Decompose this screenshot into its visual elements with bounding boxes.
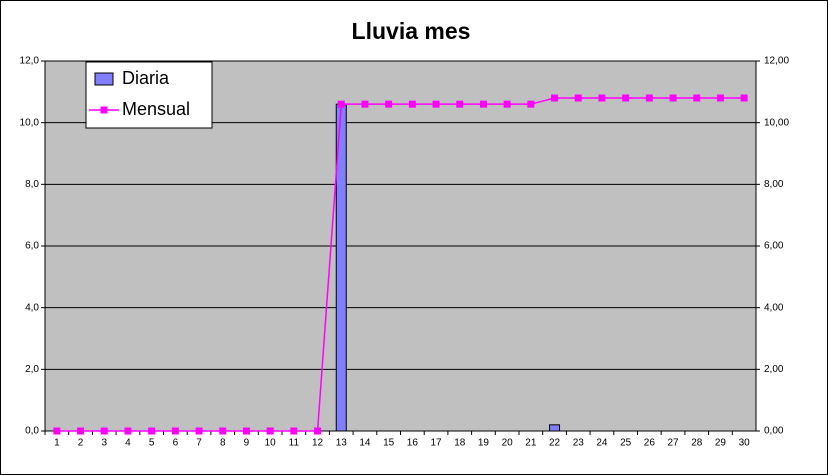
x-tick-label: 24 xyxy=(596,438,608,449)
y2-tick-label: 10,00 xyxy=(764,117,789,128)
x-tick-label: 21 xyxy=(525,438,537,449)
line-marker xyxy=(337,100,345,108)
y2-tick-label: 2,00 xyxy=(764,364,784,375)
x-tick-label: 7 xyxy=(196,438,202,449)
x-tick-label: 10 xyxy=(265,438,277,449)
x-tick-label: 6 xyxy=(173,438,179,449)
chart-title: Lluvia mes xyxy=(352,18,471,44)
x-tick-label: 3 xyxy=(101,438,107,449)
y-tick-label: 10,0 xyxy=(20,117,40,128)
y-tick-label: 8,0 xyxy=(25,179,39,190)
line-marker xyxy=(361,100,369,108)
x-tick-label: 17 xyxy=(430,438,442,449)
line-marker xyxy=(645,94,653,102)
line-marker xyxy=(669,94,677,102)
x-tick-label: 4 xyxy=(125,438,131,449)
y-tick-label: 4,0 xyxy=(25,302,39,313)
y2-tick-label: 12,00 xyxy=(764,56,789,67)
y2-tick-label: 0,00 xyxy=(764,426,784,437)
x-tick-label: 9 xyxy=(244,438,250,449)
x-tick-label: 19 xyxy=(478,438,490,449)
x-tick-label: 25 xyxy=(620,438,632,449)
line-marker xyxy=(77,427,85,435)
line-marker xyxy=(266,427,274,435)
x-tick-label: 5 xyxy=(149,438,155,449)
x-tick-label: 20 xyxy=(502,438,514,449)
line-marker xyxy=(408,100,416,108)
x-tick-label: 22 xyxy=(549,438,561,449)
line-marker xyxy=(124,427,132,435)
y2-tick-label: 4,00 xyxy=(764,302,784,313)
line-marker xyxy=(527,100,535,108)
x-tick-label: 23 xyxy=(573,438,585,449)
line-marker xyxy=(693,94,701,102)
line xyxy=(56,97,745,432)
line-marker xyxy=(100,427,108,435)
line-marker xyxy=(622,94,630,102)
line-marker xyxy=(242,427,250,435)
line-marker xyxy=(219,427,227,435)
line-marker xyxy=(290,427,298,435)
x-tick-label: 1 xyxy=(54,438,60,449)
legend-label: Diaria xyxy=(122,68,170,88)
line-marker xyxy=(503,100,511,108)
line-marker xyxy=(195,427,203,435)
x-tick-label: 15 xyxy=(383,438,395,449)
legend-label: Mensual xyxy=(122,99,190,119)
line-marker xyxy=(551,94,559,102)
x-tick-label: 28 xyxy=(691,438,703,449)
line-marker xyxy=(716,94,724,102)
x-tick-label: 12 xyxy=(312,438,324,449)
line-marker xyxy=(385,100,393,108)
y-tick-label: 12,0 xyxy=(20,56,40,67)
line-marker xyxy=(740,94,748,102)
line-marker xyxy=(479,100,487,108)
line-marker xyxy=(148,427,156,435)
x-tick-label: 16 xyxy=(407,438,419,449)
line-marker xyxy=(432,100,440,108)
line-marker xyxy=(574,94,582,102)
line-marker xyxy=(53,427,61,435)
y-tick-label: 0,0 xyxy=(25,426,39,437)
y-tick-label: 6,0 xyxy=(25,241,39,252)
y2-tick-label: 6,00 xyxy=(764,241,784,252)
y2-tick-label: 8,00 xyxy=(764,179,784,190)
x-tick-label: 11 xyxy=(289,438,300,449)
x-tick-label: 2 xyxy=(78,438,84,449)
line-marker xyxy=(598,94,606,102)
line-marker xyxy=(171,427,179,435)
x-tick-label: 13 xyxy=(336,438,348,449)
x-tick-label: 18 xyxy=(454,438,466,449)
x-tick-label: 27 xyxy=(667,438,679,449)
x-tick-label: 30 xyxy=(739,438,751,449)
x-tick-label: 14 xyxy=(359,438,371,449)
x-tick-label: 29 xyxy=(715,438,727,449)
line-marker xyxy=(456,100,464,108)
x-tick-label: 26 xyxy=(644,438,656,449)
bar xyxy=(549,424,561,432)
x-tick-label: 8 xyxy=(220,438,226,449)
legend-swatch xyxy=(100,106,108,114)
line-marker xyxy=(314,427,322,435)
legend-swatch xyxy=(94,72,114,86)
y-tick-label: 2,0 xyxy=(25,364,39,375)
